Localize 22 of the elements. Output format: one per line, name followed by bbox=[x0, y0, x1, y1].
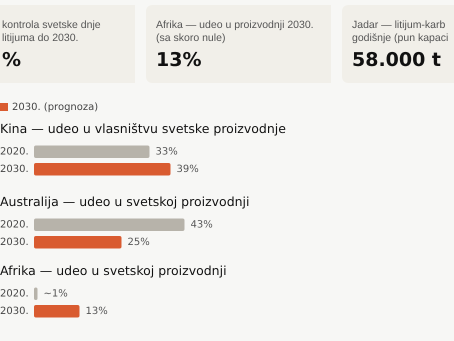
chart-title: Australija — udeo u svetskoj proizvodnji bbox=[0, 194, 250, 209]
y-tick-label: 2020. bbox=[0, 288, 29, 300]
text: Afrika — udeo u svetskoj proizvodnji bbox=[0, 262, 227, 278]
data-label: 39% bbox=[176, 164, 199, 175]
data-label: 13% bbox=[86, 306, 108, 317]
text: Afrika — udeo u proizvodnji 2030. (sa skoro nule) bbox=[156, 19, 315, 45]
text: 13% bbox=[156, 49, 202, 71]
text: % bbox=[2, 49, 22, 71]
data-label: 25% bbox=[128, 236, 150, 248]
y-tick-label: 2020. bbox=[0, 146, 29, 158]
text: 58.000 t bbox=[352, 49, 442, 71]
chart-title: Kina — udeo u vlasništvu svetske proizvodnje bbox=[0, 120, 286, 136]
data-label: ~1% bbox=[44, 288, 68, 300]
y-tick-label: 2020. bbox=[0, 219, 29, 230]
y-tick-label: 2030. bbox=[0, 164, 29, 175]
y-tick-label: 2030. bbox=[0, 306, 29, 317]
text: Jadar — litijum-karb godišnje (pun kapaci bbox=[352, 19, 450, 45]
data-label: 43% bbox=[190, 219, 213, 230]
legend-label: 2030. (prognoza) bbox=[11, 102, 98, 113]
y-tick-label: 2030. bbox=[0, 236, 29, 248]
data-label: 33% bbox=[156, 146, 178, 158]
text: kontrola svetske dnje litijuma do 2030. bbox=[2, 19, 102, 45]
